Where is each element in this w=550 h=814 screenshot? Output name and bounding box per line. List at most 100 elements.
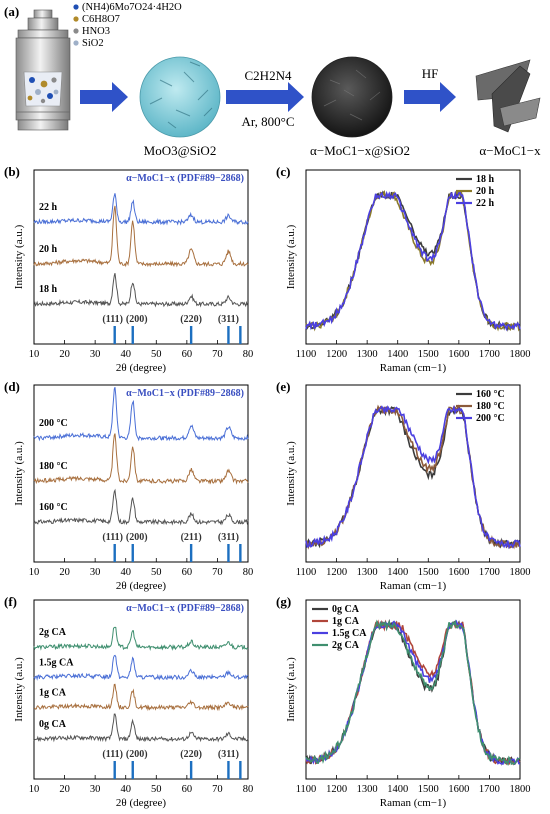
legend-label: 2g CA bbox=[332, 640, 360, 651]
series-label: 200 °C bbox=[39, 418, 68, 429]
x-tick-label: 1700 bbox=[479, 567, 500, 578]
x-tick-label: 30 bbox=[90, 349, 101, 360]
chart-5: (f) 10 20 30 40 50 60 70 80 2θ (degree) Intensity … bbox=[4, 594, 253, 809]
series-line bbox=[305, 619, 521, 767]
reagent-dot bbox=[73, 28, 79, 34]
series-label: 1g CA bbox=[39, 687, 67, 698]
plot-frame bbox=[33, 384, 249, 563]
x-tick-label: 10 bbox=[29, 567, 40, 578]
x-tick-label: 20 bbox=[59, 349, 70, 360]
panel-label: (b) bbox=[4, 164, 20, 179]
series-label: 18 h bbox=[39, 284, 58, 295]
arrow-1 bbox=[80, 82, 128, 112]
series-line bbox=[34, 683, 249, 712]
legend-label: 160 °C bbox=[476, 389, 505, 400]
peak-label: (311) bbox=[218, 532, 239, 543]
legend-label: 20 h bbox=[476, 186, 495, 197]
reagent-label: (NH4)6Mo7O24·4H2O bbox=[82, 2, 182, 13]
x-tick-label: 40 bbox=[120, 567, 131, 578]
x-tick-label: 1400 bbox=[387, 349, 408, 360]
peak-label: (111) bbox=[102, 532, 123, 543]
y-axis-label: Intensity (a.u.) bbox=[13, 224, 25, 289]
plot-frame bbox=[33, 599, 249, 780]
series-line bbox=[305, 190, 521, 332]
reference-label: α−MoC1−x (PDF#89−2868) bbox=[126, 388, 244, 399]
chart-4: (e) 1100 1200 1300 1400 1500 1600 1700 1800 Raman… bbox=[276, 379, 531, 592]
x-axis-label: 2θ (degree) bbox=[116, 580, 166, 592]
x-axis-label: Raman (cm−1) bbox=[380, 797, 447, 809]
series-line bbox=[33, 626, 249, 652]
legend-label: 18 h bbox=[476, 174, 495, 185]
panel-label: (g) bbox=[276, 594, 291, 609]
series-line bbox=[33, 273, 249, 308]
series-line bbox=[33, 488, 249, 526]
series-line bbox=[33, 713, 249, 743]
panel-label: (d) bbox=[4, 379, 20, 394]
x-tick-label: 80 bbox=[243, 567, 254, 578]
step1-product-label: MoO3@SiO2 bbox=[144, 143, 217, 158]
x-tick-label: 60 bbox=[182, 349, 193, 360]
step3-reagent-label: HF bbox=[422, 66, 439, 81]
x-tick-label: 1200 bbox=[326, 784, 347, 795]
reagent-label: SiO2 bbox=[82, 38, 104, 49]
series-label: 22 h bbox=[39, 202, 58, 213]
x-tick-label: 1500 bbox=[418, 349, 439, 360]
x-tick-label: 1600 bbox=[448, 567, 469, 578]
x-tick-label: 1400 bbox=[387, 567, 408, 578]
x-tick-label: 1300 bbox=[357, 349, 378, 360]
x-tick-label: 40 bbox=[120, 784, 131, 795]
x-tick-label: 1800 bbox=[510, 784, 531, 795]
peak-label: (111) bbox=[102, 749, 123, 760]
legend-label: 200 °C bbox=[476, 413, 505, 424]
x-tick-label: 1800 bbox=[510, 349, 531, 360]
peak-label: (311) bbox=[218, 749, 239, 760]
y-axis-label: Intensity (a.u.) bbox=[13, 657, 25, 722]
x-tick-label: 1100 bbox=[296, 784, 317, 795]
x-tick-label: 10 bbox=[29, 784, 40, 795]
plot-frame bbox=[305, 384, 521, 563]
series-line bbox=[33, 205, 249, 268]
step2-reagent-label: C2H2N4 bbox=[245, 68, 292, 83]
x-tick-label: 50 bbox=[151, 567, 162, 578]
x-tick-label: 30 bbox=[90, 784, 101, 795]
series-label: 1.5g CA bbox=[39, 657, 74, 668]
reagent-dot bbox=[73, 16, 79, 22]
reactor-particles bbox=[27, 77, 59, 104]
x-tick-label: 1600 bbox=[448, 784, 469, 795]
panel-label: (f) bbox=[4, 594, 17, 609]
x-tick-label: 20 bbox=[59, 784, 70, 795]
x-axis-label: 2θ (degree) bbox=[116, 362, 166, 374]
series-line bbox=[33, 387, 249, 442]
peak-label: (311) bbox=[218, 314, 239, 325]
reference-label: α−MoC1−x (PDF#89−2868) bbox=[126, 173, 244, 184]
plot-frame bbox=[33, 169, 249, 345]
chart-2: (c) 1100 1200 1300 1400 1500 1600 1700 1800 Raman… bbox=[276, 164, 531, 374]
x-tick-label: 1800 bbox=[510, 567, 531, 578]
x-tick-label: 20 bbox=[59, 567, 70, 578]
reference-label: α−MoC1−x (PDF#89−2868) bbox=[126, 603, 244, 614]
y-axis-label: Intensity (a.u.) bbox=[285, 224, 297, 289]
series-line bbox=[305, 189, 521, 332]
x-axis-label: Raman (cm−1) bbox=[380, 362, 447, 374]
arrow-2 bbox=[226, 82, 304, 112]
peak-label: (220) bbox=[180, 749, 202, 760]
panel-label: (c) bbox=[276, 164, 290, 179]
arrow-3 bbox=[404, 82, 456, 112]
legend: 18 h20 h22 h bbox=[456, 174, 495, 209]
x-tick-label: 70 bbox=[212, 349, 223, 360]
peak-label: (200) bbox=[126, 314, 148, 325]
x-tick-label: 1700 bbox=[479, 349, 500, 360]
series-line bbox=[33, 433, 249, 485]
x-tick-label: 1300 bbox=[357, 567, 378, 578]
x-tick-label: 60 bbox=[182, 784, 193, 795]
reagent-dot bbox=[73, 40, 79, 46]
series-line bbox=[33, 193, 249, 226]
x-tick-label: 80 bbox=[243, 349, 254, 360]
x-tick-label: 1700 bbox=[479, 784, 500, 795]
reagent-label: HNO3 bbox=[82, 26, 110, 37]
